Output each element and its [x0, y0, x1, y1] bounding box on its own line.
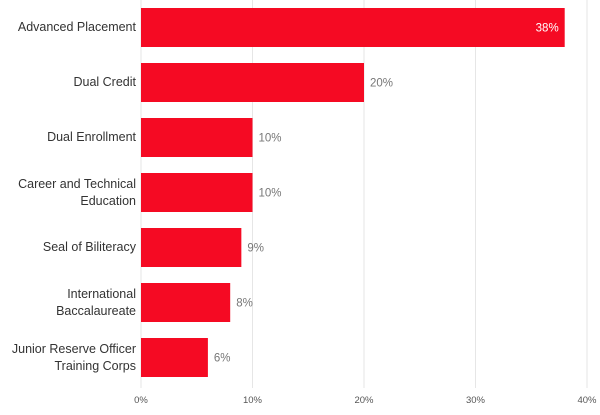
bar — [141, 338, 208, 377]
category-label: Junior Reserve Officer Training Corps — [0, 341, 136, 375]
bar — [141, 228, 242, 267]
category-label: Dual Enrollment — [0, 129, 136, 146]
data-label: 8% — [236, 298, 253, 310]
bar — [141, 283, 231, 322]
data-label: 6% — [214, 353, 231, 365]
category-label-line: Dual Enrollment — [47, 130, 136, 144]
category-label: Dual Credit — [0, 74, 136, 91]
data-label: 9% — [247, 243, 264, 255]
category-label-line: International — [67, 286, 136, 301]
category-label: Career and Technical Education — [0, 176, 136, 210]
category-label-line: Junior Reserve Officer — [11, 341, 136, 356]
bar — [141, 8, 565, 47]
data-label: 20% — [370, 78, 393, 90]
category-label-line: Baccalaureate — [56, 303, 136, 318]
bar — [141, 173, 253, 212]
x-tick-label: 20% — [354, 395, 374, 406]
x-tick-label: 10% — [243, 395, 263, 406]
category-label: Seal of Biliteracy — [0, 239, 136, 256]
category-label-line: Dual Credit — [73, 75, 136, 89]
category-label-line: Education — [80, 193, 136, 208]
x-tick-label: 30% — [466, 395, 486, 406]
category-label-line: Advanced Placement — [17, 20, 136, 34]
bar — [141, 63, 364, 102]
category-label-line: Career and Technical — [18, 176, 136, 191]
category-label: International Baccalaureate — [0, 286, 136, 320]
x-tick-label: 0% — [134, 395, 148, 406]
x-tick-label: 40% — [577, 395, 597, 406]
category-label-line: Seal of Biliteracy — [42, 240, 136, 254]
category-label: Advanced Placement — [0, 19, 136, 36]
category-label-line: Training Corps — [54, 358, 136, 373]
data-label: 38% — [536, 23, 559, 35]
data-label: 10% — [259, 133, 282, 145]
bar — [141, 118, 253, 157]
data-label: 10% — [259, 188, 282, 200]
